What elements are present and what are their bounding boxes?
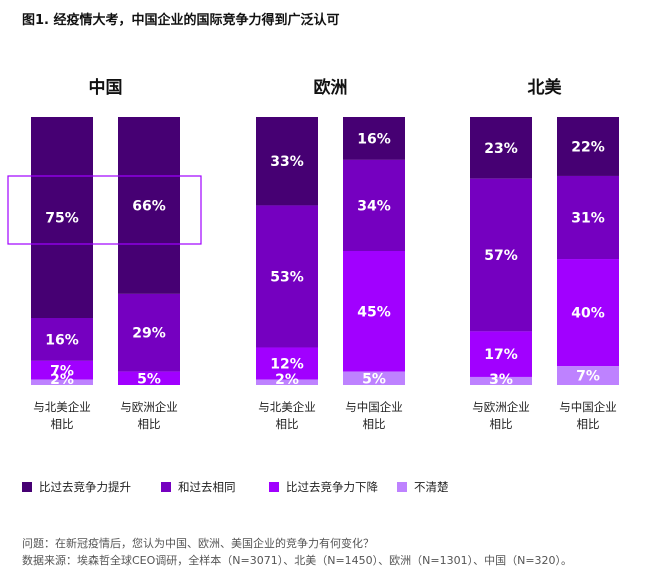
bar-segment-g2-b1-s3	[557, 366, 619, 385]
bar-segment-g1-b1-s2	[343, 251, 405, 372]
bar-value-label-g2-b1-s3: 7%	[576, 369, 600, 385]
category-label-g0-b1-l0: 与欧洲企业	[120, 400, 178, 414]
category-label-g1-b1-l1: 相比	[363, 417, 386, 431]
category-label-g1-b0-l0: 与北美企业	[258, 400, 316, 414]
bar-segment-g0-b0-s1	[31, 318, 93, 361]
bar-value-label-g0-b1-s1: 29%	[132, 326, 166, 342]
category-label-g1-b1-l0: 与中国企业	[345, 400, 403, 414]
bar-segment-g0-b1-s0	[118, 117, 180, 294]
bar-segment-g0-b1-s2	[118, 371, 180, 385]
bar-segment-g1-b0-s3	[256, 379, 318, 385]
group-title-1: 欧洲	[314, 77, 348, 98]
bar-value-label-g2-b0-s1: 57%	[484, 248, 518, 264]
category-label-g0-b1-l1: 相比	[138, 417, 161, 431]
bar-value-label-g2-b1-s2: 40%	[571, 306, 605, 322]
bar-value-label-g0-b0-s3: 2%	[50, 372, 74, 388]
bar-segment-g1-b0-s1	[256, 205, 318, 348]
bar-value-label-g2-b1-s1: 31%	[571, 211, 605, 227]
group-title-2: 北美	[528, 77, 563, 98]
bar-segment-g2-b0-s1	[470, 178, 532, 332]
bar-segment-g0-b1-s1	[118, 293, 180, 372]
survey-question: 问题：在新冠疫情后，您认为中国、欧洲、美国企业的竞争力有何变化？	[22, 537, 374, 550]
bar-value-label-g1-b1-s1: 34%	[357, 198, 391, 214]
bar-value-label-g0-b0-s0: 75%	[45, 211, 79, 227]
bar-segment-g1-b0-s0	[256, 117, 318, 206]
bar-value-label-g1-b0-s2: 12%	[270, 357, 304, 373]
bar-value-label-g2-b0-s3: 3%	[489, 372, 513, 388]
bar-value-label-g0-b1-s2: 5%	[137, 371, 161, 387]
bar-value-label-g0-b0-s1: 16%	[45, 332, 79, 348]
bar-value-label-g2-b0-s2: 17%	[484, 347, 518, 363]
category-label-g0-b0-l0: 与北美企业	[33, 400, 91, 414]
bar-value-label-g1-b1-s3: 5%	[362, 371, 386, 387]
category-label-g2-b0-l0: 与欧洲企业	[472, 400, 530, 414]
category-label-g2-b0-l1: 相比	[490, 417, 513, 431]
bar-segment-g1-b1-s3	[343, 371, 405, 385]
bar-value-label-g1-b1-s2: 45%	[357, 304, 391, 320]
bar-segment-g1-b1-s1	[343, 159, 405, 251]
bar-segment-g2-b0-s0	[470, 117, 532, 179]
bar-segment-g2-b1-s2	[557, 259, 619, 367]
bar-segment-g1-b1-s0	[343, 117, 405, 160]
bar-value-label-g1-b0-s0: 33%	[270, 154, 304, 170]
legend-swatch-0	[22, 482, 32, 492]
chart-title: 图1. 经疫情大考，中国企业的国际竞争力得到广泛认可	[22, 13, 340, 28]
bar-segment-g1-b0-s2	[256, 347, 318, 380]
bar-segment-g2-b0-s2	[470, 331, 532, 377]
bar-value-label-g1-b0-s1: 53%	[270, 269, 304, 285]
legend-label-3: 不清楚	[414, 480, 449, 494]
bar-segment-g0-b0-s3	[31, 379, 93, 385]
data-source: 数据来源：埃森哲全球CEO调研，全样本（N=3071）、北美（N=1450）、欧…	[22, 554, 573, 567]
chart-footer: 问题：在新冠疫情后，您认为中国、欧洲、美国企业的竞争力有何变化？ 数据来源：埃森…	[22, 535, 572, 569]
group-title-0: 中国	[89, 77, 123, 98]
bar-value-label-g2-b1-s0: 22%	[571, 139, 605, 155]
category-label-g2-b1-l0: 与中国企业	[559, 400, 617, 414]
legend-label-1: 和过去相同	[178, 480, 236, 494]
bar-segment-g2-b1-s0	[557, 117, 619, 176]
category-label-g2-b1-l1: 相比	[577, 417, 600, 431]
bar-segment-g0-b0-s2	[31, 360, 93, 380]
category-label-g1-b0-l1: 相比	[276, 417, 299, 431]
category-label-g0-b0-l1: 相比	[51, 417, 74, 431]
bar-value-label-g0-b1-s0: 66%	[132, 198, 166, 214]
bar-value-label-g1-b1-s0: 16%	[357, 131, 391, 147]
legend-swatch-3	[397, 482, 407, 492]
legend-label-2: 比过去竞争力下降	[286, 480, 378, 494]
bar-segment-g2-b1-s1	[557, 175, 619, 260]
bar-segment-g2-b0-s3	[470, 376, 532, 385]
bar-segment-g0-b0-s0	[31, 117, 93, 318]
legend-swatch-1	[161, 482, 171, 492]
bar-value-label-g2-b0-s0: 23%	[484, 141, 518, 157]
legend-swatch-2	[269, 482, 279, 492]
bar-value-label-g0-b0-s2: 7%	[50, 363, 74, 379]
highlight-box	[7, 175, 202, 245]
bar-value-label-g1-b0-s3: 2%	[275, 372, 299, 388]
legend-label-0: 比过去竞争力提升	[39, 480, 131, 494]
